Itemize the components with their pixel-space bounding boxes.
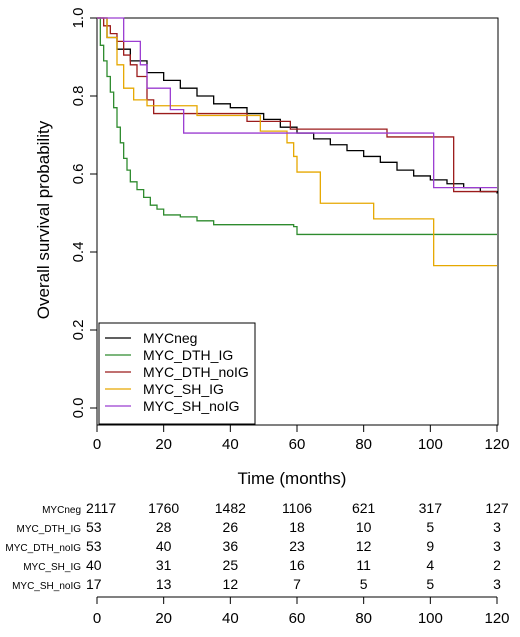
x-tick-label: 40 (222, 436, 239, 453)
x-axis-title: Time (months) (238, 469, 347, 488)
risk-count: 1106 (282, 500, 312, 516)
risk-count: 13 (156, 576, 172, 592)
risk-count: 10 (356, 519, 372, 535)
risk-row-label: MYC_SH_noIG (12, 581, 81, 592)
risk-count: 53 (86, 538, 102, 554)
risk-row-label: MYC_DTH_IG (17, 524, 82, 535)
x-tick-label: 100 (418, 436, 443, 453)
risk-axis-tick-label: 60 (289, 610, 306, 627)
y-tick-label: 0.8 (70, 86, 87, 107)
y-tick-label: 0.4 (70, 242, 87, 263)
risk-count: 25 (223, 557, 239, 573)
risk-count: 40 (156, 538, 172, 554)
risk-table: MYCneg 2117 1760 1482 1106 621 317 127MYC_DTH_I… (5, 500, 508, 592)
risk-count: 5 (426, 519, 434, 535)
risk-count: 23 (289, 538, 305, 554)
risk-count: 36 (223, 538, 239, 554)
legend: MYCnegMYC_DTH_IGMYC_DTH_noIGMYC_SH_IGMYC… (98, 322, 256, 425)
risk-count: 1482 (215, 500, 246, 516)
x-tick-label: 0 (93, 436, 101, 453)
legend-entry: MYC_SH_noIG (143, 398, 239, 414)
risk-count: 2117 (86, 500, 116, 516)
risk-count: 17 (86, 576, 102, 592)
x-axis: 0 20 40 60 80 100 120 (93, 425, 510, 453)
risk-count: 9 (426, 538, 434, 554)
risk-count: 26 (223, 519, 239, 535)
risk-axis-tick-label: 40 (222, 610, 239, 627)
risk-axis-tick-label: 100 (418, 610, 443, 627)
risk-count: 16 (289, 557, 305, 573)
risk-count: 3 (493, 576, 501, 592)
legend-entry: MYC_DTH_IG (143, 347, 233, 363)
y-tick-label: 0.6 (70, 164, 87, 185)
risk-count: 53 (86, 519, 102, 535)
y-tick-label: 1.0 (70, 8, 87, 29)
y-tick-label: 0.0 (70, 398, 87, 419)
risk-count: 317 (419, 500, 443, 516)
x-tick-label: 20 (155, 436, 172, 453)
series-line-myc-dth-noig (97, 17, 497, 193)
legend-entry: MYCneg (143, 330, 197, 346)
risk-count: 5 (360, 576, 368, 592)
risk-axis-tick-label: 0 (93, 610, 101, 627)
y-tick-label: 0.2 (70, 320, 87, 341)
x-tick-label: 120 (484, 436, 509, 453)
risk-count: 18 (289, 519, 305, 535)
risk-count: 31 (156, 557, 172, 573)
risk-axis-tick-label: 20 (155, 610, 172, 627)
risk-row-label: MYC_SH_IG (23, 562, 81, 573)
risk-count: 621 (352, 500, 376, 516)
series-line-myc-dth-ig (97, 17, 497, 236)
risk-count: 3 (493, 538, 501, 554)
y-axis-title: Overall survival probability (34, 120, 53, 319)
series-line-myc-sh-ig (97, 17, 497, 267)
legend-box (98, 322, 256, 425)
legend-entry: MYC_DTH_noIG (143, 364, 249, 380)
risk-row-label: MYCneg (42, 505, 81, 516)
series-line-myc-sh-noig (97, 17, 497, 189)
risk-count: 7 (293, 576, 301, 592)
risk-count: 127 (485, 500, 509, 516)
risk-count: 11 (356, 557, 371, 573)
risk-count: 28 (156, 519, 172, 535)
risk-count: 12 (356, 538, 372, 554)
risk-count: 3 (493, 519, 501, 535)
legend-entry: MYC_SH_IG (143, 381, 224, 397)
risk-count: 12 (223, 576, 239, 592)
risk-count: 4 (426, 557, 434, 573)
risk-count: 5 (426, 576, 434, 592)
risk-count: 1760 (148, 500, 179, 516)
risk-table-axis: 0 20 40 60 80 100 120 (93, 596, 510, 627)
risk-axis-tick-label: 80 (355, 610, 372, 627)
risk-row-label: MYC_DTH_noIG (5, 543, 81, 554)
risk-count: 40 (86, 557, 102, 573)
y-axis: 0.0 0.2 0.4 0.6 0.8 1.0 (70, 8, 97, 419)
risk-count: 2 (493, 557, 501, 573)
x-tick-label: 80 (355, 436, 372, 453)
series-line-mycneg (97, 17, 498, 194)
risk-axis-tick-label: 120 (484, 610, 509, 627)
x-tick-label: 60 (289, 436, 306, 453)
survival-curves (97, 17, 498, 267)
